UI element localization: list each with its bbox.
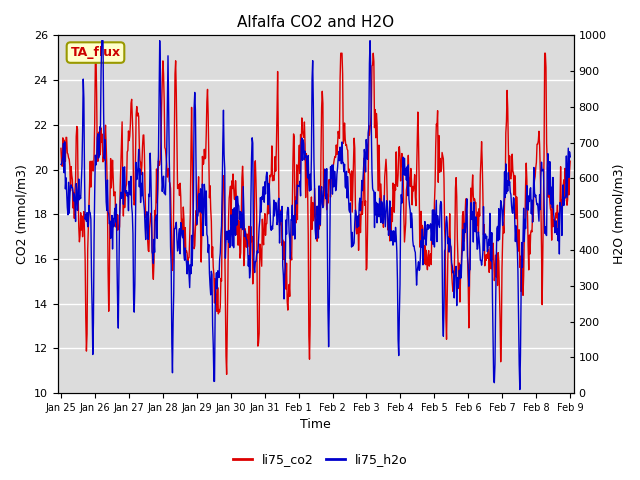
li75_h2o	[88, 307, 96, 312]
li75_co2	[223, 372, 230, 377]
Line: li75_co2: li75_co2	[61, 53, 570, 374]
Line: li75_h2o: li75_h2o	[61, 41, 570, 390]
li75_h2o	[353, 225, 361, 230]
li75_h2o	[98, 38, 106, 44]
li75_h2o	[516, 387, 524, 393]
li75_co2	[88, 158, 96, 164]
Title: Alfalfa CO2 and H2O: Alfalfa CO2 and H2O	[237, 15, 394, 30]
li75_co2	[367, 107, 375, 113]
li75_co2	[383, 168, 390, 174]
li75_h2o	[57, 161, 65, 167]
li75_h2o	[496, 222, 504, 228]
Legend: li75_co2, li75_h2o: li75_co2, li75_h2o	[228, 448, 412, 471]
li75_co2	[566, 158, 574, 164]
li75_h2o	[566, 154, 574, 160]
li75_co2	[57, 145, 65, 151]
li75_h2o	[382, 211, 390, 216]
li75_co2	[445, 234, 452, 240]
li75_co2	[354, 217, 362, 223]
Text: TA_flux: TA_flux	[70, 46, 120, 59]
li75_co2	[92, 50, 100, 56]
li75_h2o	[367, 63, 374, 69]
Y-axis label: CO2 (mmol/m3): CO2 (mmol/m3)	[15, 164, 28, 264]
li75_co2	[497, 359, 504, 365]
X-axis label: Time: Time	[300, 419, 331, 432]
li75_h2o	[444, 241, 452, 247]
Y-axis label: H2O (mmol/m3): H2O (mmol/m3)	[612, 164, 625, 264]
